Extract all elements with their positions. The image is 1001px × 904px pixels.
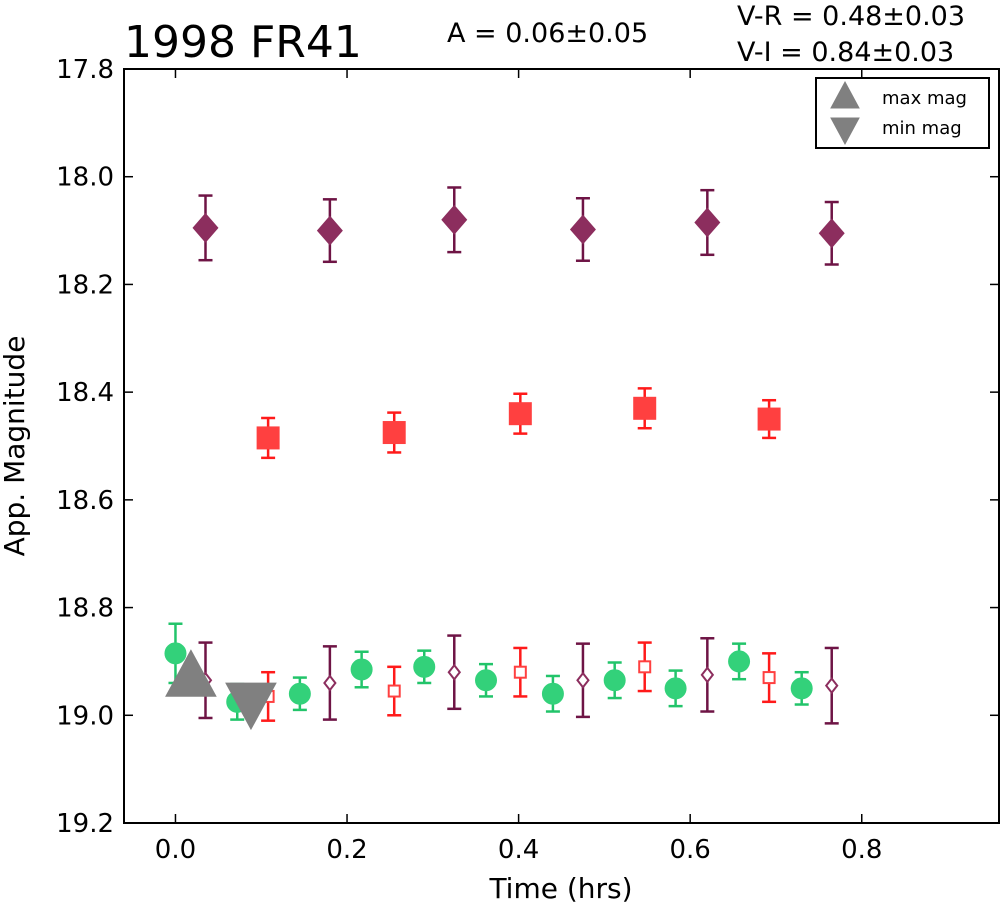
amplitude-label: A = 0.06±0.05 (447, 18, 648, 49)
data-point (757, 407, 781, 431)
x-tick-label: 0.2 (326, 835, 367, 865)
series-5 (165, 649, 217, 697)
data-point (633, 396, 657, 420)
data-point (664, 677, 687, 700)
data-point (192, 212, 219, 243)
data-point (165, 649, 217, 697)
y-tick-label: 18.0 (56, 163, 114, 193)
data-point (164, 642, 187, 665)
series-3 (261, 641, 777, 722)
data-point (569, 214, 596, 245)
y-tick-label: 19.2 (56, 809, 114, 839)
data-point (508, 402, 532, 426)
data-point (541, 682, 564, 705)
y-tick-label: 17.8 (56, 55, 114, 85)
data-point (790, 677, 813, 700)
data-point (513, 665, 527, 679)
data-point (603, 669, 626, 692)
y-tick-label: 18.6 (56, 486, 114, 516)
data-point (316, 215, 343, 246)
data-point (475, 669, 498, 692)
data-point (288, 682, 311, 705)
data-point (382, 421, 406, 445)
data-point (323, 674, 337, 692)
series-1 (256, 387, 781, 460)
legend-label: min mag (882, 118, 962, 139)
legend-marker-max-mag-icon (830, 80, 860, 109)
series-2 (164, 622, 813, 721)
data-point (818, 218, 845, 249)
data-point (694, 207, 721, 238)
data-point (350, 658, 373, 681)
data-point (387, 684, 401, 698)
data-point (728, 650, 751, 673)
x-tick-label: 0.8 (841, 835, 882, 865)
plot-frame (123, 68, 1000, 824)
series-0 (192, 186, 845, 266)
data-point (638, 660, 652, 674)
y-tick-label: 18.2 (56, 270, 114, 300)
y-tick-label: 19.0 (56, 701, 114, 731)
axis-ticks: 0.0 0.2 0.4 0.6 0.8 17.8 18.0 18.2 18.4 18.6 18.8 1… (56, 55, 999, 865)
data-marks (164, 186, 845, 731)
data-point (256, 426, 280, 450)
legend-marker-min-mag-icon (830, 117, 860, 146)
y-axis-label: App. Magnitude (0, 336, 31, 557)
y-tick-label: 18.4 (56, 378, 114, 408)
data-point (700, 666, 715, 684)
data-point (225, 682, 277, 731)
data-point (441, 204, 468, 235)
chart-title: 1998 FR41 (124, 17, 362, 68)
x-axis-label: Time (hrs) (488, 872, 632, 904)
data-point (413, 655, 436, 678)
legend-label: max mag (882, 88, 967, 109)
series-6 (225, 682, 277, 731)
x-tick-label: 0.4 (498, 835, 539, 865)
data-point (762, 671, 776, 685)
data-point (447, 663, 462, 681)
data-point (576, 671, 590, 689)
x-tick-label: 0.6 (669, 835, 710, 865)
color-index-vr: V-R = 0.48±0.03 (737, 1, 965, 32)
y-tick-label: 18.8 (56, 594, 114, 624)
color-index-vi: V-I = 0.84±0.03 (737, 37, 954, 68)
legend: max mag min mag (815, 77, 990, 149)
x-tick-label: 0.0 (155, 835, 196, 865)
data-point (824, 677, 839, 695)
